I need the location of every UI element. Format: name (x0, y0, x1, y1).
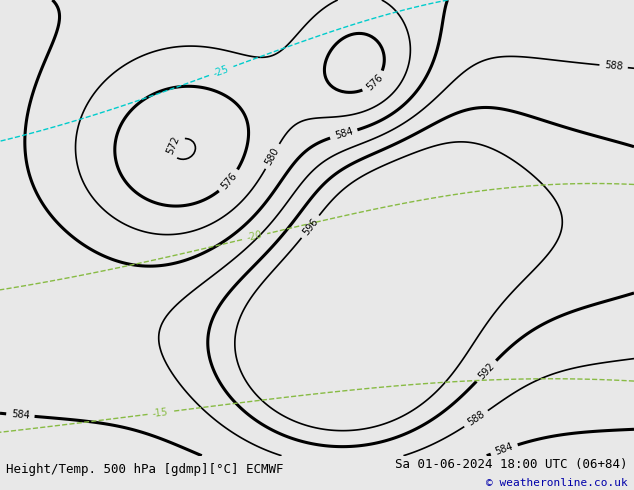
Text: -15: -15 (152, 407, 169, 419)
Text: 596: 596 (301, 217, 320, 237)
Text: 580: 580 (264, 146, 281, 167)
Text: 572: 572 (165, 135, 181, 156)
Text: 584: 584 (333, 126, 354, 141)
Text: -25: -25 (212, 64, 230, 78)
Text: 584: 584 (494, 441, 515, 457)
Text: 592: 592 (476, 361, 496, 381)
Text: 588: 588 (604, 60, 623, 72)
Text: 584: 584 (11, 409, 30, 421)
Text: 576: 576 (219, 171, 239, 192)
Text: 588: 588 (466, 410, 487, 428)
Text: -20: -20 (246, 230, 264, 244)
Text: Height/Temp. 500 hPa [gdmp][°C] ECMWF: Height/Temp. 500 hPa [gdmp][°C] ECMWF (6, 463, 284, 476)
Text: 576: 576 (364, 73, 385, 93)
Text: Sa 01-06-2024 18:00 UTC (06+84): Sa 01-06-2024 18:00 UTC (06+84) (395, 458, 628, 471)
Text: © weatheronline.co.uk: © weatheronline.co.uk (486, 478, 628, 488)
